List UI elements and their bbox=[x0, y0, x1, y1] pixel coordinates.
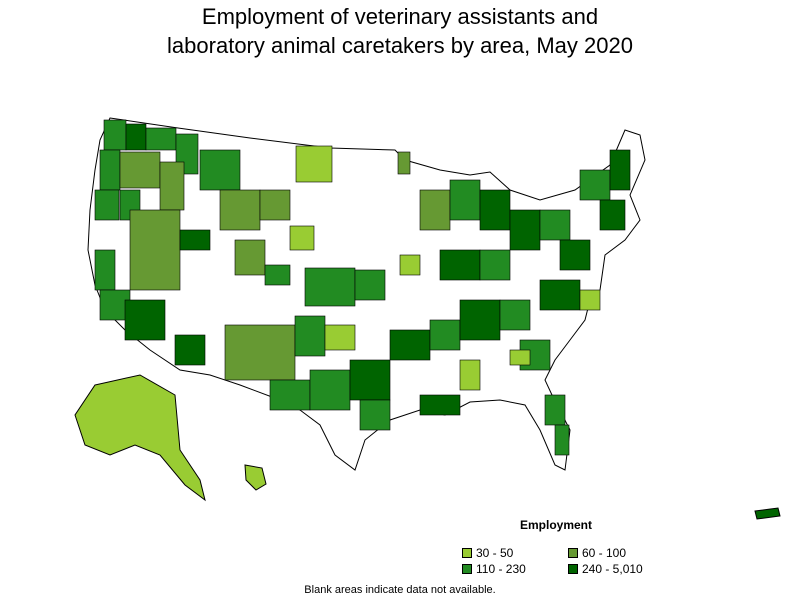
map-area bbox=[124, 299, 166, 341]
legend-item: 110 - 230 bbox=[462, 562, 568, 576]
map-area bbox=[544, 394, 566, 426]
legend-label: 240 - 5,010 bbox=[582, 562, 643, 576]
map-area bbox=[99, 149, 121, 191]
map-area bbox=[324, 324, 356, 351]
map-area bbox=[439, 249, 481, 281]
map-area bbox=[269, 379, 311, 411]
map-area bbox=[499, 299, 531, 331]
map-area bbox=[309, 369, 351, 411]
map-area bbox=[509, 349, 531, 366]
legend-swatch bbox=[462, 548, 472, 558]
map-area bbox=[397, 151, 411, 175]
map-area bbox=[119, 151, 161, 189]
map-area bbox=[94, 249, 116, 291]
map-regions bbox=[94, 119, 631, 456]
hawaii-outline bbox=[244, 464, 267, 491]
legend-swatch bbox=[568, 548, 578, 558]
map-area bbox=[554, 424, 570, 456]
data-note: Blank areas indicate data not available. bbox=[304, 584, 496, 596]
map-area bbox=[539, 279, 581, 311]
map-area bbox=[179, 229, 211, 251]
map-area bbox=[259, 189, 291, 221]
legend-item: 30 - 50 bbox=[462, 546, 568, 560]
map-area bbox=[479, 189, 511, 231]
map-area bbox=[199, 149, 241, 191]
map-area bbox=[145, 127, 177, 151]
puerto-rico-outline bbox=[754, 507, 781, 520]
map-area bbox=[129, 209, 181, 291]
map-area bbox=[219, 189, 261, 231]
map-area bbox=[294, 315, 326, 357]
map-area bbox=[579, 289, 601, 311]
legend-title: Employment bbox=[520, 518, 593, 532]
map-area bbox=[609, 149, 631, 191]
map-area bbox=[174, 334, 206, 366]
legend-label: 110 - 230 bbox=[476, 562, 526, 576]
map-area bbox=[459, 359, 481, 391]
map-area bbox=[224, 324, 296, 381]
map-area bbox=[399, 254, 421, 276]
alaska-outline bbox=[74, 374, 206, 502]
map-area bbox=[234, 239, 266, 276]
map-area bbox=[429, 319, 461, 351]
map-title-line2: laboratory animal caretakers by area, Ma… bbox=[167, 33, 633, 58]
map-area bbox=[449, 179, 481, 221]
map-area bbox=[479, 249, 511, 281]
map-area bbox=[389, 329, 431, 361]
map-area bbox=[125, 123, 147, 151]
legend-item: 60 - 100 bbox=[568, 546, 678, 560]
map-area bbox=[459, 299, 501, 341]
map-area bbox=[359, 399, 391, 431]
map-area bbox=[304, 267, 356, 307]
map-area bbox=[159, 161, 185, 211]
map-area bbox=[559, 239, 591, 271]
map-area bbox=[599, 199, 626, 231]
legend-items: 30 - 50 60 - 100 110 - 230 240 - 5,010 bbox=[462, 546, 662, 576]
map-title-line1: Employment of veterinary assistants and bbox=[201, 4, 599, 29]
map-area bbox=[94, 189, 120, 221]
legend: Employment 30 - 50 60 - 100 110 - 230 24… bbox=[462, 518, 662, 576]
map-area bbox=[419, 394, 461, 416]
map-area bbox=[354, 269, 386, 301]
legend-label: 60 - 100 bbox=[582, 546, 627, 560]
map-area bbox=[539, 209, 571, 241]
map-area bbox=[509, 209, 541, 251]
legend-swatch bbox=[462, 564, 472, 574]
legend-swatch bbox=[568, 564, 578, 574]
map-area bbox=[579, 169, 611, 201]
map-area bbox=[349, 359, 391, 401]
map-area bbox=[264, 264, 291, 286]
legend-item: 240 - 5,010 bbox=[568, 562, 678, 576]
map-title: Employment of veterinary assistants and … bbox=[0, 2, 800, 60]
legend-label: 30 - 50 bbox=[476, 546, 514, 560]
map-area bbox=[419, 189, 451, 231]
map-area bbox=[289, 225, 315, 251]
map-area bbox=[103, 119, 127, 151]
map-area bbox=[295, 145, 333, 183]
